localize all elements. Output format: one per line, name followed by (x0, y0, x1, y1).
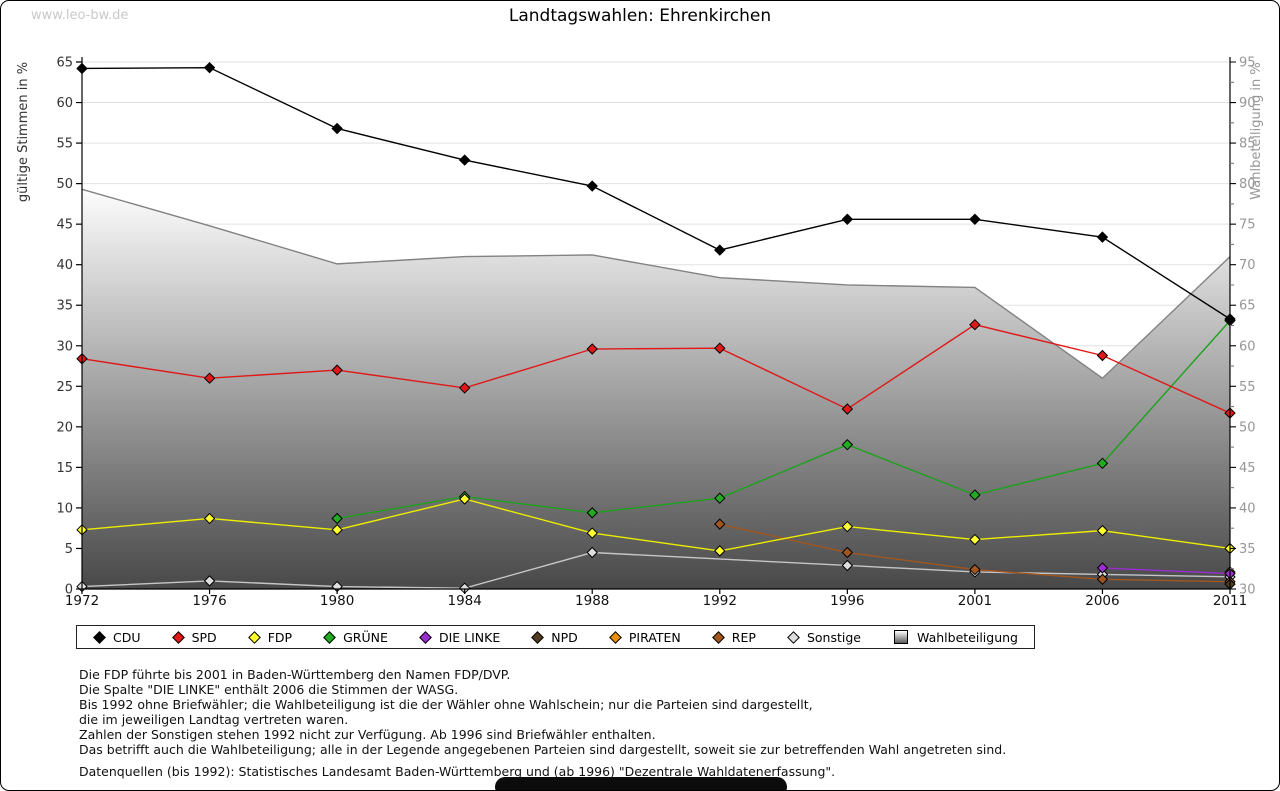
diamond-marker-icon (171, 630, 185, 644)
legend-label: FDP (267, 629, 293, 645)
note-line: Die FDP führte bis 2001 in Baden-Württem… (79, 667, 511, 682)
legend-label: REP (731, 629, 756, 645)
right-axis-ticks: 30 35 40 45 50 55 60 65 70 75 80 85 90 95 (1230, 56, 1256, 598)
x-tick-label: 1980 (320, 593, 354, 609)
svg-text:0: 0 (65, 583, 73, 598)
x-tick-label: 1988 (575, 593, 609, 609)
svg-text:85: 85 (1239, 137, 1256, 152)
note-line: Das betrifft auch die Wahlbeteiligung; a… (79, 742, 1007, 757)
chart-legend: CDU SPD FDP GRÜNE DIE LINKE NPD PIRATEN REP Sons… (76, 625, 1035, 649)
svg-text:25: 25 (56, 380, 73, 395)
note-line: Die Spalte "DIE LINKE" enthält 2006 die … (79, 682, 459, 697)
data-source-note: Datenquellen (bis 1992): Statistisches L… (79, 764, 836, 779)
legend-item-fdp: FDP (247, 629, 293, 645)
svg-text:35: 35 (56, 299, 73, 314)
legend-item-spd: SPD (171, 629, 217, 645)
series-markers-FDP (76, 493, 1236, 557)
legend-item-sonstige: Sonstige (787, 630, 861, 645)
diamond-marker-icon (711, 630, 725, 644)
svg-text:60: 60 (56, 96, 73, 111)
legend-item-grüne: GRÜNE (323, 630, 388, 645)
svg-text:80: 80 (1239, 177, 1256, 192)
x-tick-label: 2011 (1213, 593, 1247, 609)
svg-text:35: 35 (1239, 542, 1256, 557)
svg-text:55: 55 (1239, 380, 1256, 395)
legend-label: GRÜNE (343, 629, 388, 645)
home-indicator-bar (495, 777, 787, 790)
svg-text:65: 65 (1239, 299, 1256, 314)
legend-label: DIE LINKE (438, 629, 501, 645)
svg-text:40: 40 (1239, 501, 1256, 516)
legend-item-piraten: PIRATEN (608, 629, 681, 645)
diamond-marker-icon (247, 630, 261, 644)
note-line: Bis 1992 ohne Briefwähler; die Wahlbetei… (79, 697, 813, 712)
series-line-SPD (81, 323, 1231, 414)
legend-item-die-linke: DIE LINKE (419, 630, 500, 645)
axes (81, 57, 1231, 590)
svg-text:50: 50 (56, 177, 73, 192)
svg-text:90: 90 (1239, 96, 1256, 111)
svg-text:65: 65 (56, 56, 73, 71)
legend-item-rep: REP (711, 629, 756, 645)
legend-label: NPD (551, 629, 578, 645)
series-markers-CDU (76, 61, 1236, 325)
legend-item-cdu: CDU (93, 630, 141, 645)
svg-text:75: 75 (1239, 218, 1256, 233)
svg-text:95: 95 (1239, 56, 1256, 71)
svg-text:30: 30 (56, 339, 73, 354)
svg-text:40: 40 (56, 258, 73, 273)
chart-title: Landtagswahlen: Ehrenkirchen (508, 6, 772, 26)
x-axis-ticks: 1972 1976 1980 1984 1988 1992 1996 2001 2006 2011 (65, 589, 1247, 609)
chart-notes: Die FDP führte bis 2001 in Baden-Württem… (79, 667, 1006, 757)
x-tick-label: 1992 (703, 593, 737, 609)
x-tick-label: 2006 (1085, 593, 1119, 609)
series-markers-SPD (76, 318, 1236, 419)
election-line-chart: 0 5 10 15 20 25 30 35 40 45 50 55 60 65 30 35 40 45 50 55 60… (16, 56, 1264, 610)
note-line: die im jeweiligen Landtag vertreten ware… (79, 712, 349, 727)
x-tick-label: 1972 (65, 593, 99, 609)
svg-text:45: 45 (56, 218, 73, 233)
legend-label: PIRATEN (628, 629, 681, 645)
note-line: Zahlen der Sonstigen stehen 1992 nicht z… (79, 727, 656, 742)
site-watermark: www.leo-bw.de (31, 8, 129, 23)
svg-text:45: 45 (1239, 461, 1256, 476)
left-axis-ticks: 0 5 10 15 20 25 30 35 40 45 50 55 60 65 (56, 56, 82, 598)
diamond-marker-icon (531, 630, 545, 644)
svg-text:30: 30 (1239, 583, 1256, 598)
x-tick-label: 1984 (447, 593, 481, 609)
series-line-DIE LINKE (1102, 567, 1231, 575)
svg-text:5: 5 (65, 542, 73, 557)
svg-text:55: 55 (56, 137, 73, 152)
series-markers-GRÜNE (331, 314, 1236, 525)
svg-text:50: 50 (1239, 420, 1256, 435)
svg-text:10: 10 (56, 501, 73, 516)
turnout-area (81, 188, 1231, 589)
svg-text:20: 20 (56, 420, 73, 435)
legend-item-npd: NPD (531, 630, 578, 645)
legend-label: CDU (113, 629, 141, 645)
svg-text:60: 60 (1239, 339, 1256, 354)
x-tick-label: 1996 (830, 593, 864, 609)
left-axis-title: gültige Stimmen in % (16, 62, 31, 202)
series-line-CDU (81, 66, 1231, 320)
diamond-marker-icon (93, 630, 106, 644)
svg-text:70: 70 (1239, 258, 1256, 273)
diamond-marker-icon (608, 630, 622, 644)
diamond-marker-icon (419, 630, 432, 644)
legend-label: SPD (191, 629, 217, 645)
diamond-marker-icon (323, 630, 336, 644)
diamond-marker-icon (787, 630, 800, 644)
series-line-FDP (81, 498, 1231, 552)
x-tick-label: 1976 (192, 593, 226, 609)
turnout-swatch-icon (894, 630, 909, 644)
series-line-GRÜNE (336, 320, 1231, 520)
x-tick-label: 2001 (958, 593, 992, 609)
legend-item-wahlbeteiligung: Wahlbeteiligung (892, 630, 1018, 645)
legend-label: Wahlbeteiligung (917, 629, 1018, 645)
legend-label: Sonstige (806, 629, 861, 645)
right-axis-title: Wahlbeteiligung in % (1249, 62, 1264, 199)
svg-text:15: 15 (56, 461, 73, 476)
